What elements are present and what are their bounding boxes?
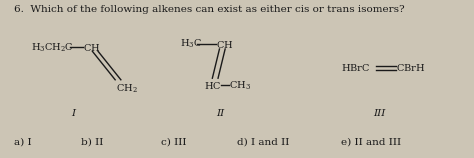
Text: $\mathregular{HC}$: $\mathregular{HC}$ xyxy=(204,80,221,91)
Text: $\mathregular{CH_2}$: $\mathregular{CH_2}$ xyxy=(116,82,138,95)
Text: $\mathregular{CH}$: $\mathregular{CH}$ xyxy=(83,42,100,53)
Text: I: I xyxy=(72,109,75,118)
Text: $\mathregular{CH_3}$: $\mathregular{CH_3}$ xyxy=(229,79,251,92)
Text: $\mathregular{H_3C}$: $\mathregular{H_3C}$ xyxy=(180,38,202,51)
Text: 6.  Which of the following alkenes can exist as either cis or trans isomers?: 6. Which of the following alkenes can ex… xyxy=(14,5,405,14)
Text: $\mathregular{HBrC}$: $\mathregular{HBrC}$ xyxy=(341,62,371,73)
Text: e) II and III: e) II and III xyxy=(341,138,401,147)
Text: $\mathregular{CH}$: $\mathregular{CH}$ xyxy=(216,39,233,50)
Text: a) I: a) I xyxy=(14,138,32,147)
Text: II: II xyxy=(216,109,225,118)
Text: c) III: c) III xyxy=(161,138,187,147)
Text: $\mathregular{CBrH}$: $\mathregular{CBrH}$ xyxy=(396,62,425,73)
Text: d) I and II: d) I and II xyxy=(237,138,289,147)
Text: $\mathregular{H_3CH_2C}$: $\mathregular{H_3CH_2C}$ xyxy=(31,41,73,54)
Text: III: III xyxy=(373,109,385,118)
Text: b) II: b) II xyxy=(81,138,103,147)
